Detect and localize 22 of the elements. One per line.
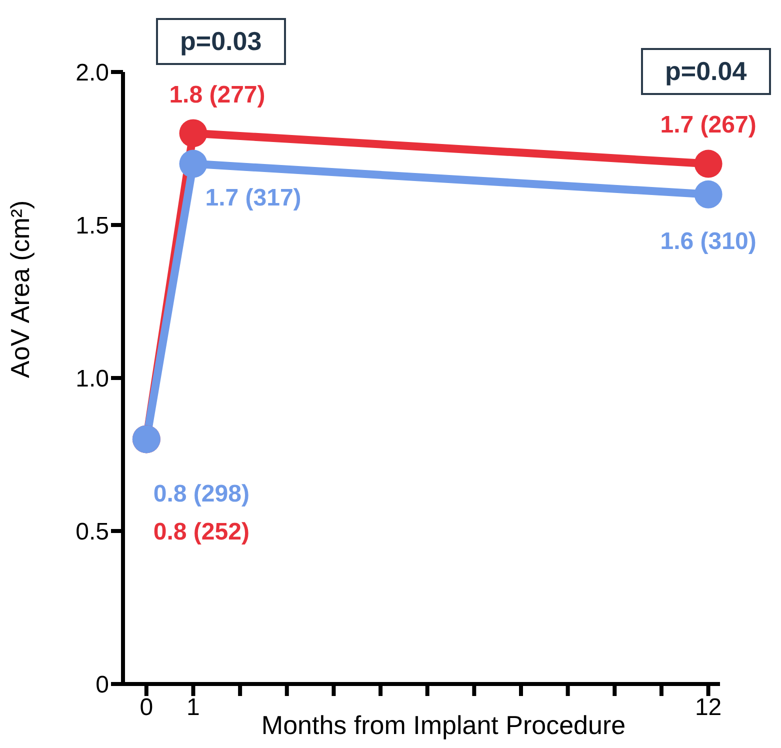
data-label: 1.8 (277) [169, 82, 266, 109]
x-tick-label: 1 [186, 694, 200, 722]
y-tick-label: 2.0 [76, 60, 109, 87]
text: p=0.03 [156, 18, 286, 65]
y-tick-label: 1.0 [76, 366, 109, 393]
x-tick-label: 0 [140, 694, 154, 722]
x-axis-title: Months from Implant Procedure [261, 710, 626, 740]
point [179, 119, 208, 148]
point [694, 180, 722, 208]
point [694, 150, 722, 178]
y-tick-label: 1.5 [76, 212, 109, 240]
data-label: 1.7 (317) [205, 184, 302, 212]
y-tick-label: 0.5 [76, 518, 109, 546]
y-axis-title: AoV Area (cm²) [5, 200, 36, 378]
y-tick-label: 0 [96, 672, 109, 699]
data-label: 1.6 (310) [660, 228, 756, 255]
annotation: p=0.04 [641, 48, 771, 95]
point [179, 150, 208, 178]
data-label: 1.7 (267) [660, 111, 756, 138]
x-tick-label: 12 [694, 694, 722, 722]
data-label: 0.8 (252) [153, 518, 250, 546]
data-label: 0.8 (298) [153, 480, 250, 508]
